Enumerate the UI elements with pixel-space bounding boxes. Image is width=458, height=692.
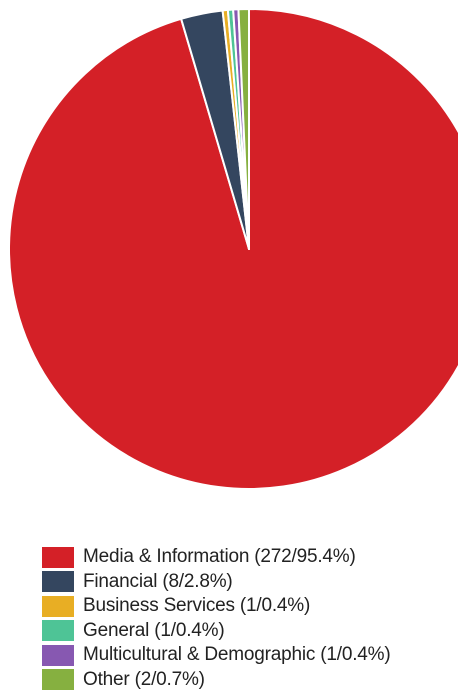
legend-label: Business Services (1/0.4%) bbox=[83, 595, 310, 617]
chart-legend: Media & Information (272/95.4%) Financia… bbox=[42, 545, 390, 692]
legend-label: Financial (8/2.8%) bbox=[83, 571, 233, 593]
pie-chart bbox=[0, 0, 458, 520]
legend-swatch bbox=[42, 645, 74, 666]
legend-label: Media & Information (272/95.4%) bbox=[83, 546, 356, 568]
legend-label: Other (2/0.7%) bbox=[83, 669, 205, 691]
legend-item-media-information[interactable]: Media & Information (272/95.4%) bbox=[42, 545, 390, 570]
legend-swatch bbox=[42, 547, 74, 568]
legend-label: Multicultural & Demographic (1/0.4%) bbox=[83, 644, 390, 666]
legend-swatch bbox=[42, 669, 74, 690]
legend-swatch bbox=[42, 596, 74, 617]
legend-swatch bbox=[42, 571, 74, 592]
legend-item-financial[interactable]: Financial (8/2.8%) bbox=[42, 570, 390, 595]
legend-item-multicultural-demographic[interactable]: Multicultural & Demographic (1/0.4%) bbox=[42, 643, 390, 668]
legend-label: General (1/0.4%) bbox=[83, 620, 224, 642]
legend-item-business-services[interactable]: Business Services (1/0.4%) bbox=[42, 594, 390, 619]
legend-item-other[interactable]: Other (2/0.7%) bbox=[42, 668, 390, 692]
legend-item-general[interactable]: General (1/0.4%) bbox=[42, 619, 390, 644]
legend-swatch bbox=[42, 620, 74, 641]
